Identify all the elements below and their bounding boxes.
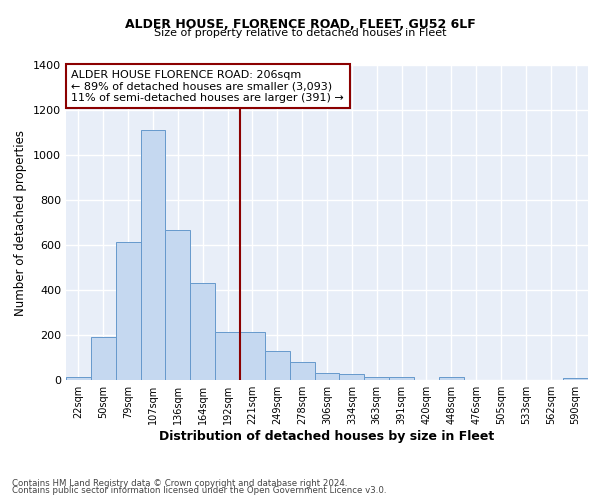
Bar (389, 378, 414, 380)
Text: Contains public sector information licensed under the Open Government Licence v3: Contains public sector information licen… (12, 486, 386, 495)
X-axis label: Distribution of detached houses by size in Fleet: Distribution of detached houses by size … (160, 430, 494, 443)
Bar (66, 376, 91, 380)
Bar (439, 376, 464, 380)
Bar (314, 373, 340, 380)
Bar (265, 351, 290, 380)
Text: ALDER HOUSE FLORENCE ROAD: 206sqm
← 89% of detached houses are smaller (3,093)
1: ALDER HOUSE FLORENCE ROAD: 206sqm ← 89% … (71, 70, 344, 103)
Text: Contains HM Land Registry data © Crown copyright and database right 2024.: Contains HM Land Registry data © Crown c… (12, 478, 347, 488)
Bar (166, 230, 190, 380)
Bar (116, 242, 140, 380)
Bar (364, 376, 389, 380)
Bar (340, 374, 364, 380)
Bar (290, 362, 314, 380)
Y-axis label: Number of detached properties: Number of detached properties (14, 130, 28, 316)
Text: Size of property relative to detached houses in Fleet: Size of property relative to detached ho… (154, 28, 446, 38)
Bar (91, 337, 116, 380)
Bar (190, 283, 215, 380)
Bar (140, 130, 166, 380)
Bar (240, 332, 265, 380)
Bar (215, 332, 240, 380)
Bar (563, 378, 588, 380)
Text: ALDER HOUSE, FLORENCE ROAD, FLEET, GU52 6LF: ALDER HOUSE, FLORENCE ROAD, FLEET, GU52 … (125, 18, 475, 30)
